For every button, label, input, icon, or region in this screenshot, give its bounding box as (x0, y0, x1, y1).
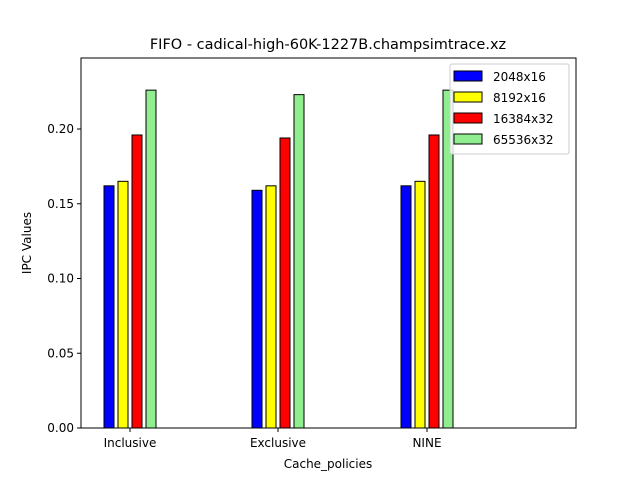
legend-swatch-16384x32 (453, 112, 483, 124)
bar-8192x16-Inclusive (117, 180, 129, 429)
x-tick-label: Exclusive (250, 436, 306, 450)
x-axis: Inclusive Exclusive NINE (104, 428, 442, 450)
legend-label-65536x32: 65536x32 (493, 133, 554, 147)
bar-2048x16-NINE (400, 185, 412, 429)
y-tick-label: 0.05 (47, 346, 74, 360)
y-tick-label: 0.20 (47, 122, 74, 136)
chart-title: FIFO - cadical-high-60K-1227B.champsimtr… (150, 37, 506, 53)
y-tick-label: 0.10 (47, 272, 74, 286)
bar-2048x16-Inclusive (103, 185, 115, 429)
legend-label-16384x32: 16384x32 (493, 112, 554, 126)
legend-swatch-8192x16 (453, 91, 483, 103)
bar-8192x16-Exclusive (265, 185, 277, 429)
bar-65536x32-Inclusive (145, 89, 157, 429)
bar-65536x32-Exclusive (293, 94, 305, 429)
legend: 2048x16 8192x16 16384x32 65536x32 (449, 63, 570, 155)
y-axis-label: IPC Values (20, 212, 34, 274)
plot-frame (80, 57, 577, 429)
legend-swatch-2048x16 (453, 70, 483, 82)
legend-label-8192x16: 8192x16 (493, 91, 546, 105)
bar-16384x32-NINE (428, 134, 440, 429)
bar-8192x16-NINE (414, 180, 426, 429)
bar-2048x16-Exclusive (251, 189, 263, 429)
x-axis-label: Cache_policies (284, 457, 373, 471)
legend-label-2048x16: 2048x16 (493, 70, 546, 84)
bar-16384x32-Exclusive (279, 137, 291, 429)
legend-box (449, 63, 570, 155)
y-axis: 0.00 0.05 0.10 0.15 0.20 (47, 122, 81, 435)
bar-16384x32-Inclusive (131, 134, 143, 429)
x-tick-label: Inclusive (104, 436, 157, 450)
x-tick-label: NINE (412, 436, 441, 450)
legend-swatch-65536x32 (453, 133, 483, 145)
y-tick-label: 0.15 (47, 197, 74, 211)
y-tick-label: 0.00 (47, 421, 74, 435)
